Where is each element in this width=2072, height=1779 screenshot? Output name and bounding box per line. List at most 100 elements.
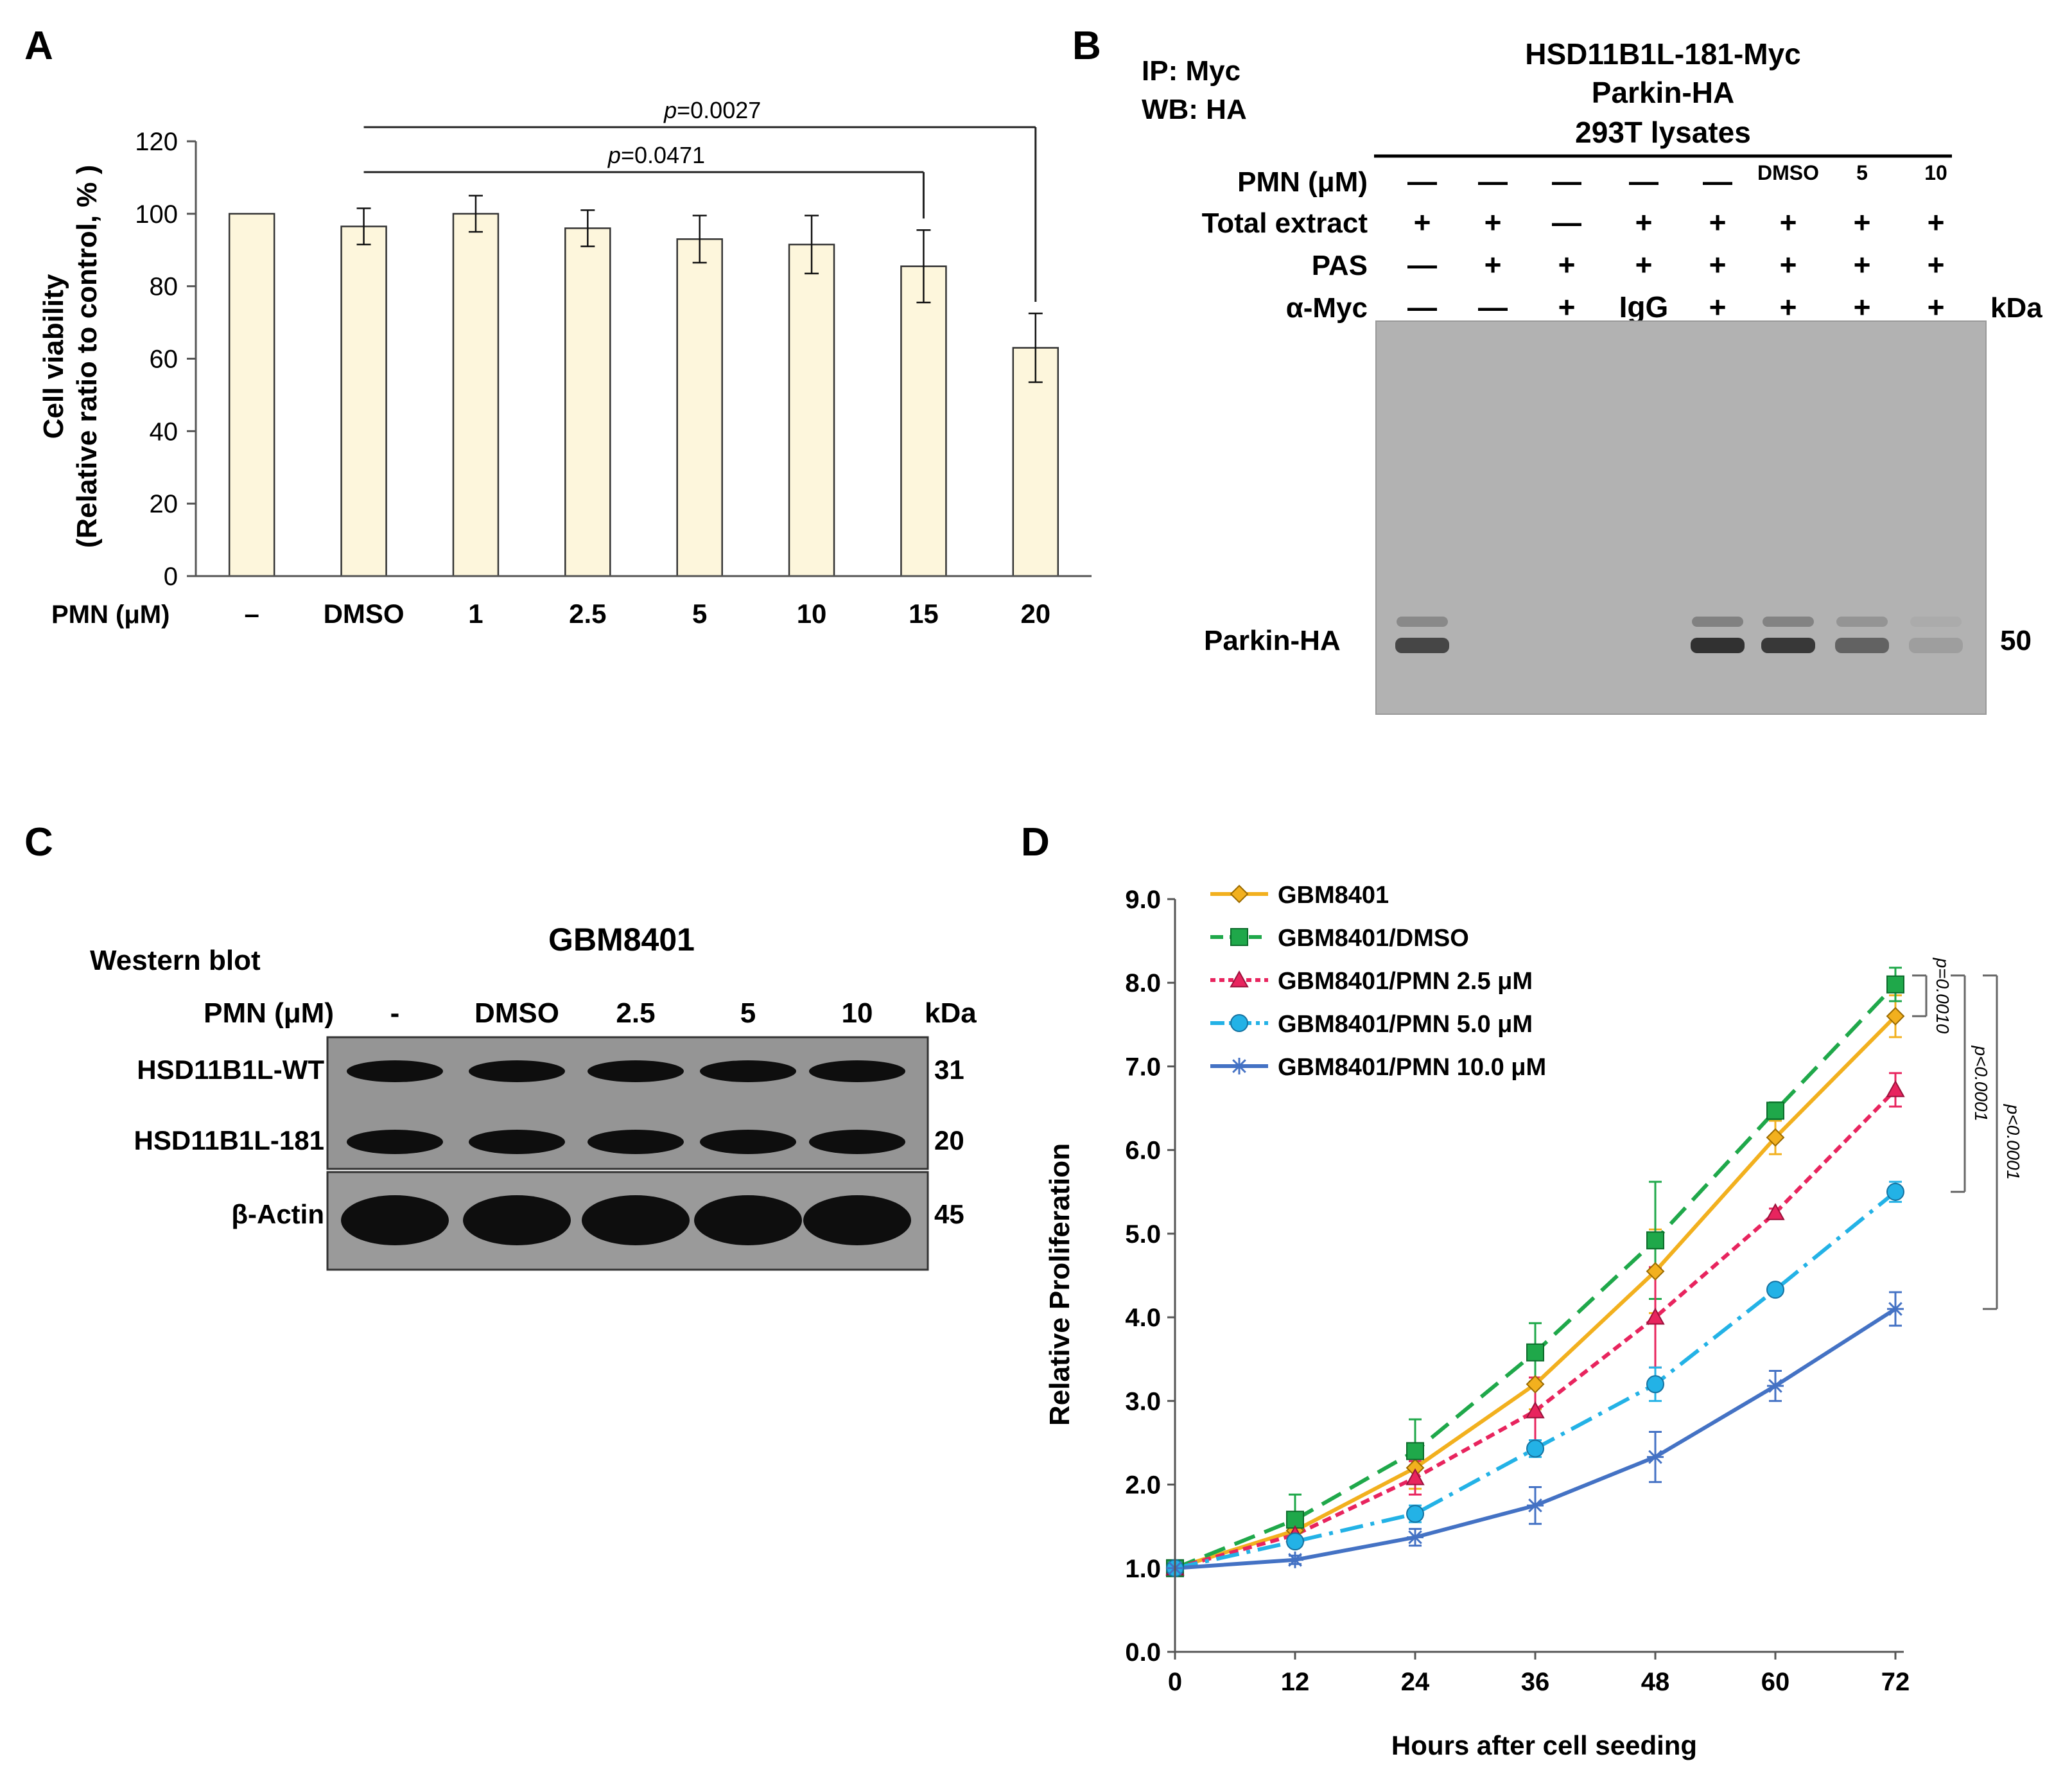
a-y-tick-label: 100 [135,200,178,229]
panel-d-ylabel: Relative Proliferation [1044,1143,1075,1426]
c-band [463,1195,571,1245]
d-point [1646,1375,1664,1394]
b-grid-cell: + [1854,248,1871,281]
a-category-label: DMSO [324,599,405,629]
star-stroke [1648,1450,1662,1464]
b-grid-cell: + [1928,206,1945,239]
c-band [347,1130,443,1154]
a-annotation-p: p [663,97,677,123]
b-grid-cell: + [1484,248,1502,281]
b-grid-cell: + [1709,248,1727,281]
a-bar [452,213,500,577]
panel-d-ticks: 0.0 1.0 2.0 3.0 4.0 5.0 6.0 7.0 8.0 9.0 0 12 24 36 48 6… [1125,886,1910,1696]
a-y-tick-label: 40 [150,417,178,446]
b-grid-cell: + [1558,290,1576,324]
b-band [1395,638,1449,653]
c-bands [341,1060,911,1245]
d-y-tick-label: 5.0 [1125,1220,1161,1249]
b-grid-cell: + [1558,248,1576,281]
a-y-tick-label: 20 [150,490,178,518]
d-bracket-label: p=0.0010 [1933,958,1953,1034]
d-point [1766,1203,1785,1220]
d-point [1526,1343,1544,1362]
b-band-upper [1397,617,1448,627]
c-blot-label-actin: β-Actin [231,1199,324,1229]
d-y-tick-label: 7.0 [1125,1053,1161,1081]
c-band [582,1195,690,1245]
ip-label: IP: Myc [1142,55,1241,87]
d-point [1886,975,1904,994]
d-point [1766,1281,1784,1299]
b-grid-cell: + [1709,290,1727,324]
d-point [1766,1128,1785,1147]
a-bar [676,238,723,577]
a-y-tick-label: 120 [135,128,178,156]
panel-d-letter: D [1021,820,1050,864]
d-point [1647,1448,1664,1466]
b-grid-cell: + [1780,290,1797,324]
d-y-tick-label: 2.0 [1125,1471,1161,1500]
panel-b-letter: B [1072,24,1101,68]
c-lane-labels: - DMSO 2.5 5 10 [390,997,873,1029]
b-grid-cell: — [1407,164,1437,198]
c-lane-label: DMSO [474,997,559,1029]
c-kda-181: 20 [934,1125,964,1155]
d-bracket-label: p<0.0001 [2003,1104,2023,1180]
a-annotation-label: p=0.0027 [663,97,761,123]
d-point [1767,1377,1784,1394]
panel-a-ylabel-line2: (Relative ratio to control, % ) [71,165,103,548]
d-point [1526,1374,1545,1394]
b-grid-cell: + [1928,290,1945,324]
b-band [1691,638,1745,653]
b-band-upper [1910,617,1962,627]
b-grid-cell: + [1484,206,1502,239]
b-band-upper [1763,617,1814,627]
d-point [1887,1301,1904,1318]
a-bar [340,225,387,577]
b-grid-cell: + [1780,206,1797,239]
panel-a-y-ticks: 0 20 40 60 80 100 120 [135,128,196,591]
d-point [1527,1497,1544,1514]
a-annotation-value: =0.0471 [621,142,705,168]
b-grid-cell: DMSO [1757,161,1819,184]
panel-a: A Cell viability (Relative ratio to cont… [24,24,1092,629]
star-stroke [1768,1379,1782,1393]
b-row-label-pas: PAS [1312,250,1368,281]
a-annotation-p: p [607,142,621,168]
a-bar [900,265,947,577]
d-legend-marker [1230,884,1249,904]
panel-d-brackets: p=0.0010 p<0.0001 p<0.0001 [1912,958,2023,1310]
d-legend-marker [1231,1058,1248,1074]
a-y-tick-label: 0 [164,563,178,591]
c-band [588,1130,684,1154]
d-legend-label: GBM8401/PMN 5.0 μM [1278,1011,1533,1038]
c-kda-label: kDa [925,997,977,1029]
a-category-label: 1 [468,599,483,629]
b-band [1835,638,1889,653]
b-bands [1395,617,1963,653]
a-category-label: 15 [909,599,939,629]
d-point [1406,1468,1425,1485]
c-band [809,1060,905,1082]
b-grid-cell: — [1407,248,1437,281]
c-lane-label: 10 [842,997,873,1029]
c-blot-label-wt: HSD11B1L-WT [137,1055,324,1085]
d-y-tick-label: 1.0 [1125,1555,1161,1583]
b-grid-cell: — [1478,164,1508,198]
c-kda-actin: 45 [934,1199,964,1229]
wb-label: WB: HA [1142,94,1247,125]
panel-a-xlabel: PMN (μM) [51,600,170,629]
d-y-tick-label: 8.0 [1125,969,1161,997]
panel-c: C GBM8401 Western blot PMN (μM) - DMSO 2.5… [24,820,977,1271]
star-stroke [1888,1302,1902,1316]
b-grid-cell: — [1407,290,1437,324]
panel-d-xlabel: Hours after cell seeding [1391,1730,1697,1760]
d-point [1526,1439,1544,1458]
a-bar [228,213,275,577]
b-row-label-pmn: PMN (μM) [1237,166,1368,198]
b-grid-cell: + [1709,206,1727,239]
d-y-tick-label: 3.0 [1125,1387,1161,1415]
b-grid-cell: + [1635,206,1653,239]
